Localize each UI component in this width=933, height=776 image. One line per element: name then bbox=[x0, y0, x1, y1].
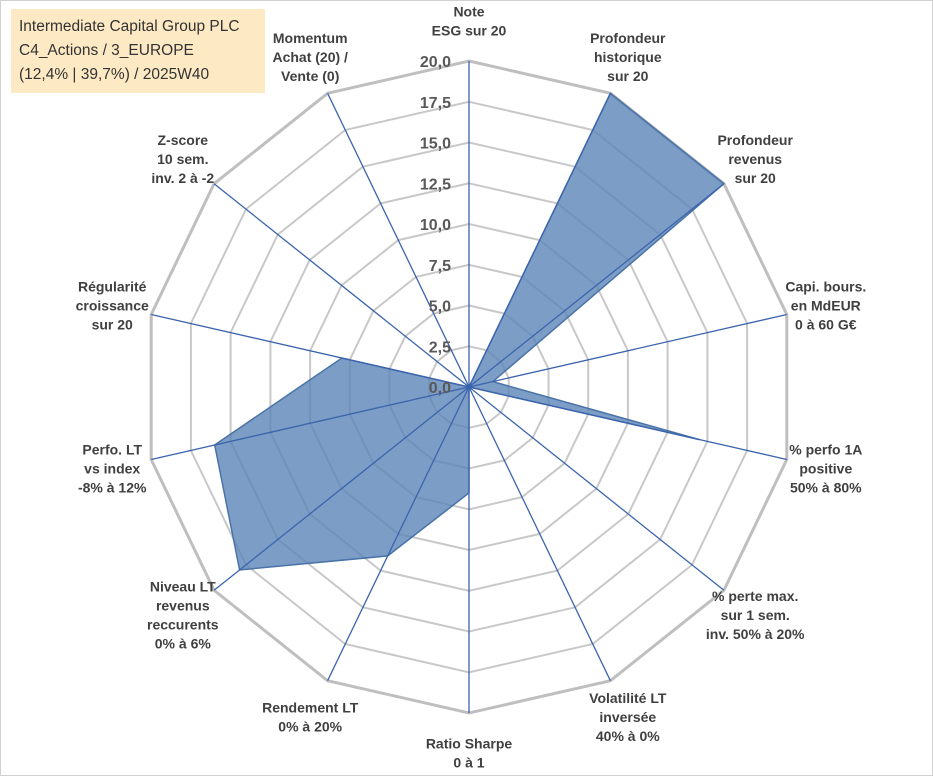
axis-label: Ratio Sharpe 0 à 1 bbox=[426, 736, 513, 771]
axis-label-line: Achat (20) / bbox=[272, 49, 348, 65]
label-layer: Note ESG sur 20 Profondeur historique sur 20… bbox=[76, 4, 867, 771]
axis-label-line: Profondeur bbox=[590, 30, 666, 46]
axis-label: Capi. bours. en MdEUR 0 à 60 G€ bbox=[785, 279, 866, 333]
axis-label-line: inv. 2 à -2 bbox=[151, 170, 214, 186]
axis-label-line: vs index bbox=[84, 460, 140, 476]
axis-label-line: 40% à 0% bbox=[596, 728, 660, 744]
axis-label-line: Perfo. LT bbox=[82, 441, 142, 457]
axis-label: Profondeur historique sur 20 bbox=[590, 30, 666, 84]
tick-label: 10,0 bbox=[420, 217, 451, 234]
axis-spoke bbox=[468, 386, 611, 681]
tick-label: 17,5 bbox=[420, 95, 451, 112]
tick-label: 12,5 bbox=[420, 176, 451, 193]
axis-label: Note ESG sur 20 bbox=[432, 4, 507, 39]
axis-label: Volatilité LT inversée 40% à 0% bbox=[589, 690, 667, 744]
axis-label-line: Ratio Sharpe bbox=[426, 736, 513, 752]
axis-label-line: -8% à 12% bbox=[78, 479, 147, 495]
axis-label-line: 0% à 20% bbox=[278, 718, 342, 734]
axis-label-line: Momentum bbox=[273, 30, 348, 46]
axis-label-line: ESG sur 20 bbox=[432, 23, 507, 39]
axis-label-line: 0 à 1 bbox=[453, 755, 484, 771]
axis-label-line: sur 1 sem. bbox=[721, 607, 790, 623]
axis-spoke bbox=[327, 386, 470, 681]
axis-spoke bbox=[468, 386, 787, 461]
axis-label-line: positive bbox=[799, 460, 852, 476]
title-box: Intermediate Capital Group PLC C4_Action… bbox=[11, 9, 265, 93]
axis-spoke bbox=[468, 183, 725, 388]
tick-label: 20,0 bbox=[420, 54, 451, 71]
axis-label-line: Rendement LT bbox=[262, 699, 359, 715]
tick-label: 7,5 bbox=[429, 258, 451, 275]
axis-label-line: Vente (0) bbox=[281, 68, 339, 84]
axis-label-line: Profondeur bbox=[717, 132, 793, 148]
axis-spoke bbox=[213, 183, 470, 388]
stats-label: (12,4% | 39,7%) / 2025W40 bbox=[19, 66, 210, 83]
axis-spoke bbox=[151, 313, 470, 388]
axis-label: % perfo 1A positive 50% à 80% bbox=[789, 441, 862, 495]
axis-label-line: % perfo 1A bbox=[789, 441, 862, 457]
category-label: C4_Actions / 3_EUROPE bbox=[19, 42, 194, 59]
axis-label: Profondeur revenus sur 20 bbox=[717, 132, 793, 186]
axis-label-line: 0 à 60 G€ bbox=[795, 317, 857, 333]
axis-label: % perte max. sur 1 sem. inv. 50% à 20% bbox=[706, 588, 805, 642]
axis-spoke bbox=[468, 93, 611, 388]
axis-label-line: % perte max. bbox=[712, 588, 798, 604]
axis-spoke bbox=[468, 313, 787, 388]
axis-label-line: sur 20 bbox=[92, 317, 133, 333]
axis-label-line: croissance bbox=[76, 298, 149, 314]
axis-label: Niveau LT revenus reccurents 0% à 6% bbox=[147, 579, 219, 652]
axis-label: Régularité croissance sur 20 bbox=[76, 279, 149, 333]
tick-label: 15,0 bbox=[420, 136, 451, 153]
tick-layer: 0,0 2,5 5,0 7,5 10,0 12,5 15,0 17,5 20,0 bbox=[420, 54, 451, 397]
axis-label-line: sur 20 bbox=[735, 170, 776, 186]
axis-label-line: revenus bbox=[728, 151, 782, 167]
axis-label-line: en MdEUR bbox=[791, 298, 861, 314]
axis-label-line: inversée bbox=[599, 709, 656, 725]
axis-label-line: Z-score bbox=[158, 132, 209, 148]
axis-label-line: historique bbox=[594, 49, 662, 65]
axis-spoke bbox=[468, 386, 725, 591]
axis-label-line: Niveau LT bbox=[150, 579, 216, 595]
axis-spoke bbox=[151, 386, 470, 461]
axis-label-line: revenus bbox=[156, 598, 210, 614]
axis-label-line: Volatilité LT bbox=[589, 690, 667, 706]
axis-label: Rendement LT 0% à 20% bbox=[262, 699, 359, 734]
axis-label-line: 50% à 80% bbox=[790, 479, 862, 495]
axis-label-line: Note bbox=[453, 4, 484, 20]
axis-label-line: Régularité bbox=[78, 279, 147, 295]
axis-spoke bbox=[327, 93, 470, 388]
axis-label-line: sur 20 bbox=[607, 68, 648, 84]
company-name: Intermediate Capital Group PLC bbox=[19, 18, 240, 35]
tick-label: 5,0 bbox=[429, 299, 451, 316]
axis-label-line: 0% à 6% bbox=[155, 636, 212, 652]
axis-label-line: Capi. bours. bbox=[785, 279, 866, 295]
tick-label: 0,0 bbox=[429, 380, 451, 397]
axis-label-line: reccurents bbox=[147, 617, 219, 633]
axis-label: Z-score 10 sem. inv. 2 à -2 bbox=[151, 132, 214, 186]
axis-label-line: 10 sem. bbox=[157, 151, 208, 167]
axis-label: Perfo. LT vs index -8% à 12% bbox=[78, 441, 147, 495]
spoke-layer bbox=[151, 61, 787, 713]
axis-label: Momentum Achat (20) / Vente (0) bbox=[272, 30, 348, 84]
axis-spoke bbox=[213, 386, 470, 591]
axis-label-line: inv. 50% à 20% bbox=[706, 626, 805, 642]
tick-label: 2,5 bbox=[429, 339, 451, 356]
